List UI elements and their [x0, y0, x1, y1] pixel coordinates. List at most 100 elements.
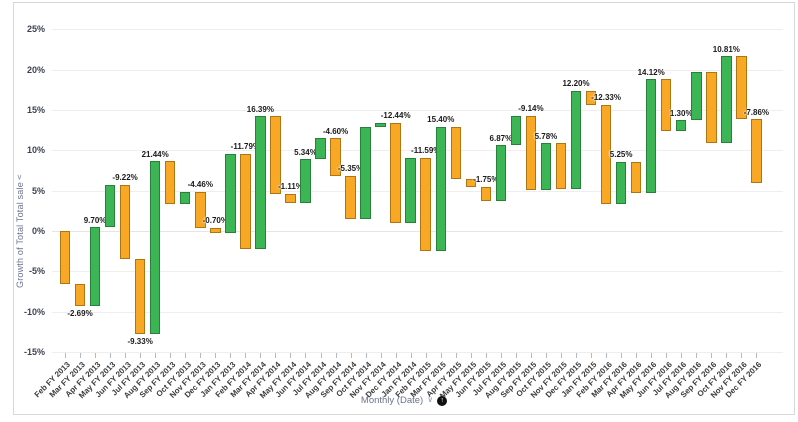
y-tick-label: 20%: [26, 64, 45, 75]
waterfall-bar-apr-fy-2014[interactable]: [270, 116, 281, 194]
waterfall-bar-sep-fy-2016[interactable]: [706, 71, 717, 144]
waterfall-bar-feb-fy-2015[interactable]: [420, 157, 431, 252]
x-tick: [530, 353, 532, 358]
y-tick-label: 0%: [31, 226, 45, 236]
bar-value-label: 5.25%: [609, 150, 633, 160]
waterfall-bar-oct-fy-2015[interactable]: [540, 143, 552, 190]
waterfall-bar-oct-fy-2013[interactable]: [179, 191, 191, 204]
waterfall-bar-jul-fy-2014[interactable]: [315, 138, 326, 160]
x-tick: [500, 353, 502, 358]
bar-value-label: 5.34%: [294, 147, 317, 157]
bar-value-label: 10.81%: [712, 44, 740, 54]
waterfall-bar-dec-fy-2015[interactable]: [570, 90, 582, 190]
bar-value-label: -12.33%: [591, 93, 621, 103]
waterfall-bar-jun-fy-2016[interactable]: [660, 79, 672, 131]
waterfall-bar-jul-fy-2015[interactable]: [495, 145, 507, 201]
waterfall-bar-may-fy-2013[interactable]: [104, 184, 116, 228]
waterfall-bar-jan-fy-2013[interactable]: [225, 153, 236, 234]
waterfall-bar-apr-fy-2016[interactable]: [630, 161, 642, 194]
waterfall-bar-sep-fy-2013[interactable]: [164, 161, 176, 204]
waterfall-bar-dec-fy-2014[interactable]: [390, 122, 401, 224]
waterfall-bar-jul-fy-2013[interactable]: [134, 258, 146, 335]
waterfall-bar-nov-fy-2014[interactable]: [375, 122, 386, 128]
waterfall-bar-may-fy-2016[interactable]: [645, 79, 657, 194]
x-tick: [350, 353, 352, 358]
waterfall-bar-feb-fy-2014[interactable]: [240, 153, 251, 249]
y-tick-label: -10%: [23, 306, 45, 317]
bar-value-label: 15.40%: [427, 115, 455, 125]
bar-value-label: -2.69%: [67, 308, 93, 318]
waterfall-bar-feb-fy-2016[interactable]: [600, 104, 612, 205]
waterfall-bar-may-fy-2015[interactable]: [465, 178, 477, 187]
waterfall-bar-jul-fy-2016[interactable]: [675, 120, 687, 131]
waterfall-bar-nov-fy-2015[interactable]: [555, 143, 567, 190]
gridline: [52, 150, 783, 152]
x-tick: [245, 353, 247, 358]
waterfall-bar-jan-fy-2015[interactable]: [585, 90, 597, 105]
x-tick: [275, 353, 277, 358]
x-tick: [200, 353, 202, 358]
waterfall-bar-oct-fy-2014[interactable]: [360, 127, 371, 219]
waterfall-bar-feb-fy-2013[interactable]: [59, 231, 71, 284]
chart-card: Growth of Total Total sale ∨ 25% 20% 15% 10…: [13, 2, 795, 415]
bar-value-label: 21.44%: [141, 149, 169, 159]
waterfall-bar-aug-fy-2016[interactable]: [691, 71, 702, 121]
x-tick: [395, 353, 397, 358]
waterfall-bar-nov-fy-2016[interactable]: [736, 56, 747, 120]
waterfall-bar-apr-fy-2013[interactable]: [89, 227, 101, 306]
waterfall-bar-jun-fy-2015[interactable]: [480, 186, 492, 201]
waterfall-bar-jun-fy-2014[interactable]: [300, 159, 311, 203]
x-tick: [170, 353, 172, 358]
y-tick-label: 25%: [26, 24, 45, 35]
waterfall-bar-sep-fy-2014[interactable]: [345, 175, 356, 219]
x-tick: [290, 353, 292, 358]
waterfall-bar-oct-fy-2016[interactable]: [721, 56, 732, 144]
x-tick: [756, 353, 758, 358]
x-tick: [591, 353, 593, 358]
x-tick: [440, 353, 442, 358]
waterfall-bar-dec-fy-2013[interactable]: [210, 227, 221, 234]
waterfall-bar-may-fy-2014[interactable]: [285, 193, 296, 203]
waterfall-bar-sep-fy-2015[interactable]: [525, 115, 537, 190]
waterfall-bar-jan-fy-2014[interactable]: [405, 157, 416, 224]
x-tick: [410, 353, 412, 358]
x-tick: [155, 353, 157, 358]
waterfall-bar-dec-fy-2016[interactable]: [751, 119, 762, 183]
gridline: [52, 29, 783, 31]
y-tick-label: 15%: [26, 104, 45, 115]
waterfall-bar-mar-fy-2016[interactable]: [615, 161, 627, 205]
x-tick: [365, 353, 367, 358]
x-tick: [470, 353, 472, 358]
x-tick: [696, 353, 698, 358]
waterfall-bar-jun-fy-2013[interactable]: [119, 184, 131, 259]
bar-value-label: 9.70%: [83, 215, 107, 225]
bar-value-label: -4.46%: [187, 180, 213, 190]
gridline: [52, 190, 783, 192]
bar-value-label: 6.87%: [489, 133, 513, 143]
bar-value-label: -5.35%: [337, 164, 364, 174]
y-tick-label: -5%: [28, 266, 45, 277]
waterfall-bar-mar-fy-2013[interactable]: [74, 283, 86, 306]
x-tick: [485, 353, 487, 358]
x-tick: [606, 353, 608, 358]
x-tick: [545, 353, 547, 358]
bar-value-label: 1.30%: [669, 108, 693, 118]
x-tick: [380, 353, 382, 358]
bar-value-label: -12.44%: [380, 111, 411, 121]
x-tick: [651, 353, 653, 358]
bar-value-label: -11.79%: [230, 142, 261, 152]
x-tick: [185, 353, 187, 358]
bar-value-label: 5.78%: [534, 131, 558, 141]
waterfall-bar-mar-fy-2015[interactable]: [435, 126, 446, 252]
bar-value-label: -9.33%: [127, 337, 153, 347]
waterfall-bar-apr-fy-2015[interactable]: [450, 126, 462, 179]
x-tick: [140, 353, 142, 358]
bar-value-label: -7.86%: [743, 107, 770, 117]
waterfall-bar-aug-fy-2013[interactable]: [149, 161, 161, 335]
waterfall-bar-nov-fy-2013[interactable]: [195, 191, 206, 228]
waterfall-bar-aug-fy-2015[interactable]: [510, 115, 522, 146]
waterfall-bar-aug-fy-2014[interactable]: [330, 138, 341, 176]
waterfall-bar-mar-fy-2014[interactable]: [255, 116, 266, 249]
drill-up-icon[interactable]: ↑: [437, 395, 448, 406]
x-axis-field-control[interactable]: Monthly (Date) ∨ ↑: [14, 395, 794, 406]
